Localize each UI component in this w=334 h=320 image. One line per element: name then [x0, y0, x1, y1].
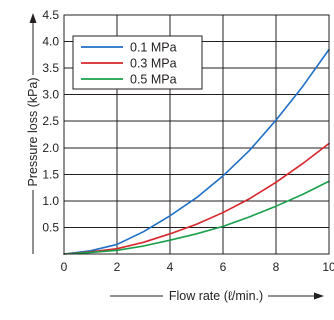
x-tick-label: 0: [61, 260, 68, 274]
y-tick-label: 2.0: [42, 141, 59, 155]
series-line-2: [63, 142, 330, 255]
series-line-3: [63, 180, 330, 255]
series-line-1: [63, 48, 330, 255]
y-axis-title-group: Pressure loss (kPa): [26, 13, 40, 254]
y-tick-label: 3.0: [42, 88, 59, 102]
x-axis-title-group: Flow rate (ℓ/min.): [110, 289, 324, 303]
y-axis-arrow-icon: [29, 13, 37, 23]
y-tick-label: 3.5: [42, 61, 59, 75]
x-tick-label: 2: [114, 260, 121, 274]
y-tick-label: 1.5: [42, 167, 59, 181]
legend-label: 0.1 MPa: [130, 41, 177, 55]
legend-label: 0.5 MPa: [130, 73, 177, 87]
y-tick-label: 2.5: [42, 114, 59, 128]
y-tick-label: 0.5: [42, 220, 59, 234]
x-tick-label: 10: [322, 260, 334, 274]
x-tick-label: 6: [220, 260, 227, 274]
legend: 0.1 MPa 0.3 MPa 0.5 MPa: [72, 35, 203, 90]
y-tick-label: 4.0: [42, 35, 59, 49]
x-tick-label: 4: [167, 260, 174, 274]
tick-labels: 0 2 4 6 8 10 0.5 1.0 1.5 2.0 2.5 3.0 3.5 4.0 4.5: [42, 8, 334, 274]
x-axis-arrow-icon: [314, 292, 324, 300]
plot-frame: [63, 14, 330, 255]
legend-label: 0.3 MPa: [130, 57, 177, 71]
legend-items: 0.1 MPa 0.3 MPa 0.5 MPa: [81, 41, 177, 87]
y-axis-title: Pressure loss (kPa): [26, 77, 40, 186]
series-lines: [63, 48, 330, 255]
x-axis-title: Flow rate (ℓ/min.): [169, 289, 263, 303]
y-tick-label: 1.0: [42, 194, 59, 208]
y-tick-label: 4.5: [42, 8, 59, 22]
x-tick-label: 8: [273, 260, 280, 274]
